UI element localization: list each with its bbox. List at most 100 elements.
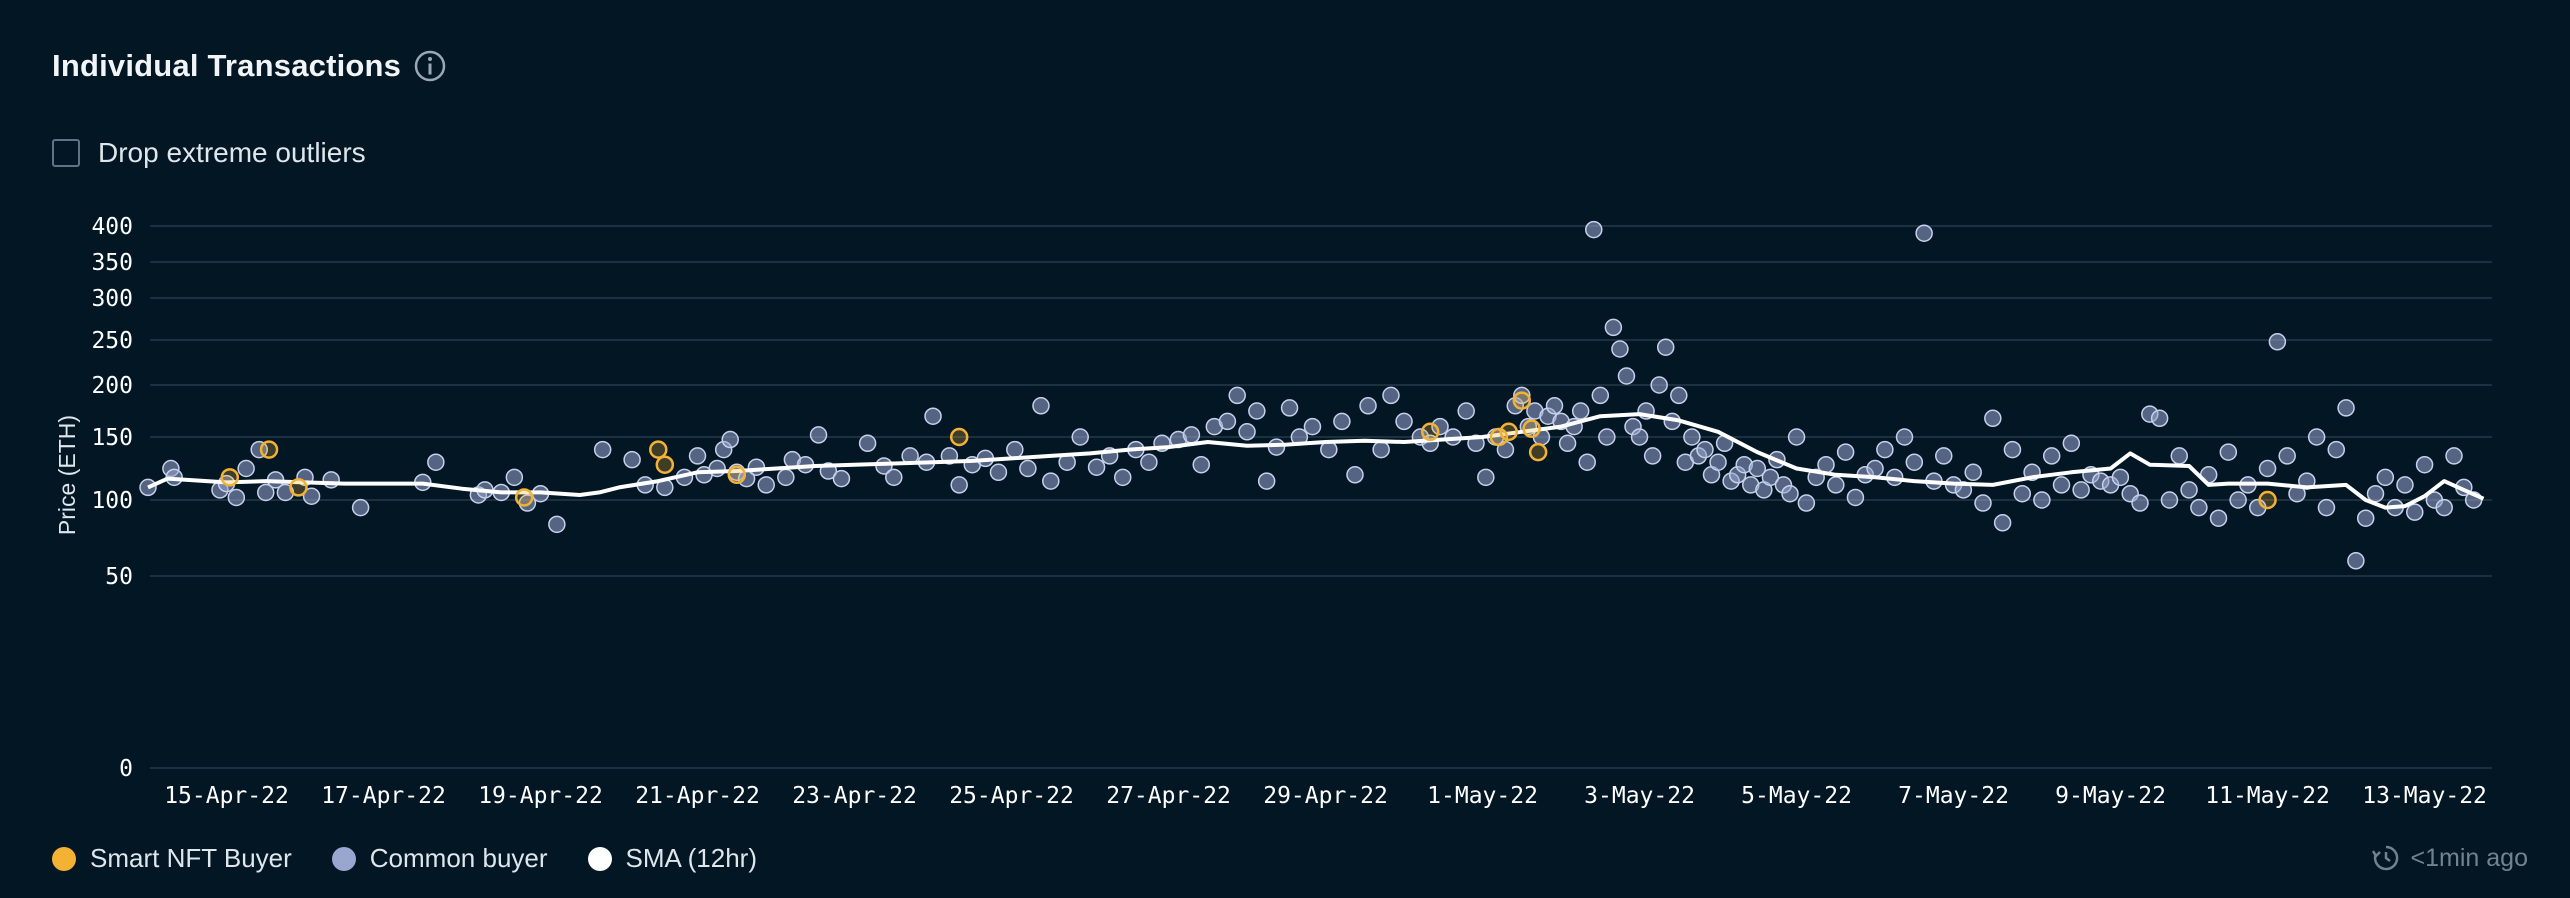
point-common-buyer[interactable]: [1585, 220, 1603, 239]
point-common-buyer[interactable]: [2229, 491, 2247, 509]
point-common-buyer[interactable]: [1591, 386, 1610, 405]
point-common-buyer[interactable]: [302, 487, 321, 505]
point-common-buyer[interactable]: [1042, 472, 1060, 490]
point-common-buyer[interactable]: [1656, 338, 1675, 356]
point-common-buyer[interactable]: [1964, 463, 1982, 482]
point-common-buyer[interactable]: [1617, 367, 1636, 385]
point-common-buyer[interactable]: [2317, 498, 2336, 517]
point-common-buyer[interactable]: [2003, 440, 2022, 459]
point-smart-nft-buyer[interactable]: [655, 455, 675, 474]
point-common-buyer[interactable]: [1087, 458, 1106, 476]
drop-outliers-checkbox[interactable]: [52, 139, 80, 167]
point-common-buyer[interactable]: [1709, 453, 1727, 471]
point-common-buyer[interactable]: [1182, 426, 1201, 444]
point-common-buyer[interactable]: [351, 498, 370, 517]
info-icon[interactable]: [413, 49, 447, 83]
point-common-buyer[interactable]: [1218, 412, 1237, 431]
point-smart-nft-buyer[interactable]: [949, 427, 969, 447]
point-common-buyer[interactable]: [1915, 224, 1933, 242]
point-common-buyer[interactable]: [1457, 402, 1475, 420]
point-common-buyer[interactable]: [1748, 459, 1767, 478]
point-common-buyer[interactable]: [2258, 459, 2277, 478]
point-common-buyer[interactable]: [809, 426, 828, 444]
point-smart-nft-buyer[interactable]: [649, 440, 668, 459]
point-common-buyer[interactable]: [1280, 399, 1299, 417]
point-common-buyer[interactable]: [1836, 443, 1855, 461]
point-common-buyer[interactable]: [1846, 488, 1865, 507]
point-common-buyer[interactable]: [2072, 481, 2090, 499]
point-common-buyer[interactable]: [777, 468, 795, 487]
point-common-buyer[interactable]: [1866, 459, 1884, 478]
point-common-buyer[interactable]: [2180, 481, 2198, 499]
point-common-buyer[interactable]: [237, 459, 255, 478]
point-smart-nft-buyer[interactable]: [1522, 419, 1541, 438]
point-common-buyer[interactable]: [1303, 417, 1322, 436]
point-common-buyer[interactable]: [2219, 443, 2238, 461]
legend-item-smart[interactable]: Smart NFT Buyer: [52, 843, 292, 874]
point-common-buyer[interactable]: [2042, 447, 2061, 465]
point-common-buyer[interactable]: [747, 458, 766, 476]
point-common-buyer[interactable]: [885, 468, 903, 487]
point-common-buyer[interactable]: [2347, 552, 2365, 570]
point-common-buyer[interactable]: [2062, 434, 2081, 453]
point-common-buyer[interactable]: [505, 468, 524, 487]
point-common-buyer[interactable]: [1611, 340, 1629, 358]
point-common-buyer[interactable]: [757, 476, 775, 494]
point-common-buyer[interactable]: [2445, 447, 2463, 465]
point-common-buyer[interactable]: [832, 469, 851, 488]
point-common-buyer[interactable]: [1905, 453, 1924, 471]
point-common-buyer[interactable]: [2268, 333, 2287, 351]
point-common-buyer[interactable]: [1797, 494, 1816, 512]
point-common-buyer[interactable]: [2170, 447, 2189, 465]
point-common-buyer[interactable]: [1032, 397, 1050, 415]
point-common-buyer[interactable]: [1395, 412, 1413, 431]
point-common-buyer[interactable]: [2150, 409, 2169, 428]
point-common-buyer[interactable]: [1113, 468, 1132, 487]
point-common-buyer[interactable]: [1359, 397, 1377, 415]
point-common-buyer[interactable]: [1643, 447, 1662, 465]
point-common-buyer[interactable]: [227, 488, 246, 507]
point-common-buyer[interactable]: [1431, 417, 1449, 436]
point-common-buyer[interactable]: [1019, 459, 1037, 478]
drop-outliers-toggle[interactable]: Drop extreme outliers: [52, 137, 366, 169]
point-common-buyer[interactable]: [1761, 468, 1780, 487]
point-common-buyer[interactable]: [1071, 428, 1089, 446]
point-common-buyer[interactable]: [1257, 472, 1276, 490]
point-smart-nft-buyer[interactable]: [1512, 391, 1532, 410]
point-common-buyer[interactable]: [1477, 468, 1495, 487]
legend-item-sma[interactable]: SMA (12hr): [587, 843, 757, 874]
point-smart-nft-buyer[interactable]: [289, 478, 308, 497]
point-common-buyer[interactable]: [1670, 386, 1688, 405]
point-common-buyer[interactable]: [1683, 428, 1701, 446]
point-common-buyer[interactable]: [989, 463, 1008, 482]
point-common-buyer[interactable]: [2327, 440, 2346, 459]
point-common-buyer[interactable]: [2033, 491, 2051, 509]
point-common-buyer[interactable]: [1333, 412, 1351, 431]
point-smart-nft-buyer[interactable]: [220, 468, 240, 487]
point-common-buyer[interactable]: [2131, 494, 2149, 512]
point-smart-nft-buyer[interactable]: [1499, 422, 1518, 442]
point-common-buyer[interactable]: [2209, 509, 2228, 527]
point-common-buyer[interactable]: [1267, 438, 1286, 456]
point-common-buyer[interactable]: [1382, 386, 1400, 405]
point-common-buyer[interactable]: [1228, 386, 1246, 405]
point-common-buyer[interactable]: [1346, 466, 1364, 484]
point-common-buyer[interactable]: [1192, 455, 1210, 474]
point-common-buyer[interactable]: [2376, 468, 2395, 487]
point-common-buyer[interactable]: [688, 447, 707, 465]
point-common-buyer[interactable]: [2278, 447, 2296, 465]
point-common-buyer[interactable]: [2190, 498, 2208, 517]
point-common-buyer[interactable]: [257, 483, 275, 502]
point-common-buyer[interactable]: [623, 450, 641, 469]
point-common-buyer[interactable]: [1513, 386, 1531, 405]
point-common-buyer[interactable]: [1876, 440, 1894, 459]
point-smart-nft-buyer[interactable]: [727, 465, 747, 485]
point-common-buyer[interactable]: [858, 434, 877, 453]
point-smart-nft-buyer[interactable]: [1420, 422, 1440, 442]
point-common-buyer[interactable]: [1827, 476, 1845, 494]
point-common-buyer[interactable]: [2406, 503, 2424, 521]
point-common-buyer[interactable]: [1006, 440, 1024, 459]
point-common-buyer[interactable]: [1604, 318, 1623, 337]
point-common-buyer[interactable]: [548, 515, 566, 534]
point-common-buyer[interactable]: [1238, 423, 1256, 441]
